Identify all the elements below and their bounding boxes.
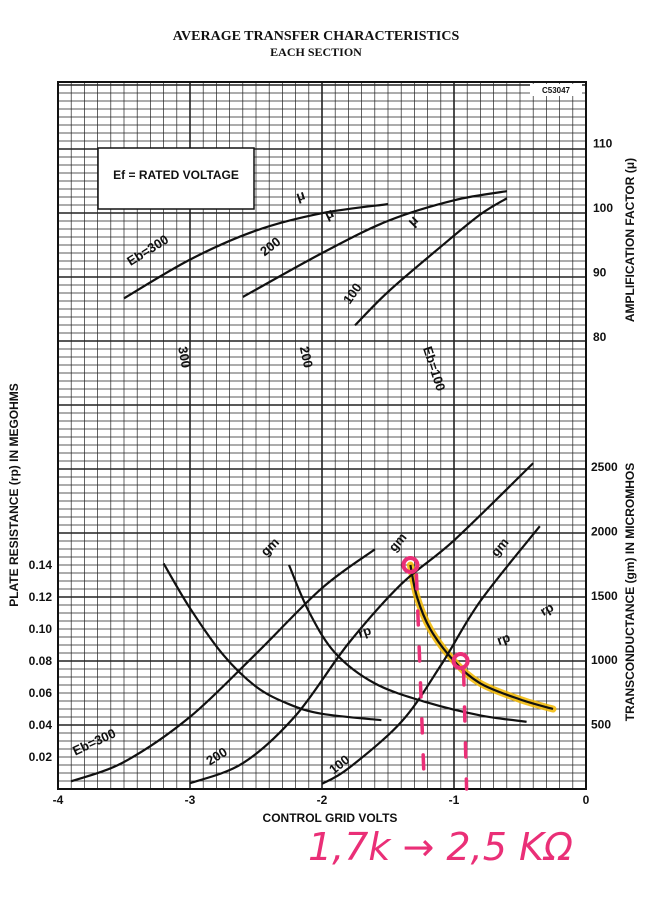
- label-rp-300: 300: [175, 345, 194, 369]
- annotation-marker: [451, 652, 470, 670]
- condition-box: [97, 147, 255, 210]
- curve-mu-100: [354, 197, 508, 327]
- gm-tick-label: 2500: [591, 460, 618, 474]
- handwritten-note: 1,7k → 2,5 KΩ: [308, 825, 573, 869]
- drawing-code: C53047: [542, 86, 571, 95]
- mu-tick-label: 110: [593, 137, 613, 151]
- left-tick-label: 0.08: [29, 654, 53, 668]
- left-tick-label: 0.12: [29, 590, 53, 604]
- handwritten-annotations: [401, 556, 470, 791]
- code-box: [530, 84, 582, 96]
- label-rp-200: 200: [297, 345, 316, 369]
- x-tick-label: 0: [583, 793, 590, 807]
- plot-frame: [57, 81, 587, 790]
- mu-tick-label: 80: [593, 330, 607, 344]
- x-tick-label: -3: [185, 793, 196, 807]
- left-tick-label: 0.06: [29, 686, 53, 700]
- label-mu-200: 200: [257, 234, 283, 259]
- x-axis-label: CONTROL GRID VOLTS: [263, 811, 398, 825]
- mu-tick-label: 90: [593, 266, 607, 280]
- label-mu-100: 100: [340, 280, 365, 306]
- x-tick-label: -1: [449, 793, 460, 807]
- mu-axis-label: AMPLIFICATION FACTOR (μ): [623, 158, 637, 322]
- curve-mu-200: [242, 190, 507, 298]
- x-tick-label: -2: [317, 793, 328, 807]
- curve-gm-100: [321, 525, 541, 785]
- x-tick-label: -4: [53, 793, 64, 807]
- label-rp-200-symbol: rp: [495, 629, 512, 648]
- curve-gm-200: [189, 462, 534, 785]
- left-tick-label: 0.04: [29, 718, 53, 732]
- label-rp-300-symbol: rp: [356, 622, 373, 641]
- curve-gm-eb300: [70, 548, 376, 783]
- annotation-marker: [401, 556, 420, 574]
- mu-tick-label: 100: [593, 201, 613, 215]
- curve-rp-200: [287, 564, 527, 723]
- gm-tick-label: 1000: [591, 653, 618, 667]
- gm-tick-label: 1500: [591, 589, 618, 603]
- chart-subtitle: EACH SECTION: [270, 45, 362, 59]
- left-tick-label: 0.14: [29, 558, 53, 572]
- label-rp-100-symbol: rp: [537, 599, 556, 619]
- left-tick-label: 0.10: [29, 622, 53, 636]
- gm-tick-label: 2000: [591, 524, 618, 538]
- annotation-dropline: [414, 573, 427, 791]
- left-axis-label: PLATE RESISTANCE (rp) IN MEGOHMS: [7, 383, 21, 607]
- chart-title: AVERAGE TRANSFER CHARACTERISTICS: [173, 29, 460, 44]
- label-mu-100-symbol: μ: [404, 212, 421, 229]
- curve-rp-300: [162, 562, 382, 722]
- curve-mu-eb300: [123, 203, 389, 300]
- left-tick-label: 0.02: [29, 750, 53, 764]
- label-gm-100-symbol: gm: [488, 535, 512, 560]
- gm-tick-labels: 500 1000 1500 2000 2500: [591, 460, 618, 732]
- label-gm-300-symbol: gm: [258, 535, 282, 559]
- label-rp-100: Eb=100: [420, 344, 448, 392]
- condition-label: Ef = RATED VOLTAGE: [113, 168, 239, 182]
- left-tick-labels: 0.02 0.04 0.06 0.08 0.10 0.12 0.14: [29, 558, 53, 764]
- gm-tick-label: 500: [591, 718, 611, 732]
- x-tick-labels: -4 -3 -2 -1 0: [53, 793, 590, 807]
- annotation-dropline: [461, 669, 469, 791]
- gm-axis-label: TRANSCONDUCTANCE (gm) IN MICROMHOS: [623, 463, 637, 721]
- mu-tick-labels: 80 90 100 110: [593, 137, 613, 345]
